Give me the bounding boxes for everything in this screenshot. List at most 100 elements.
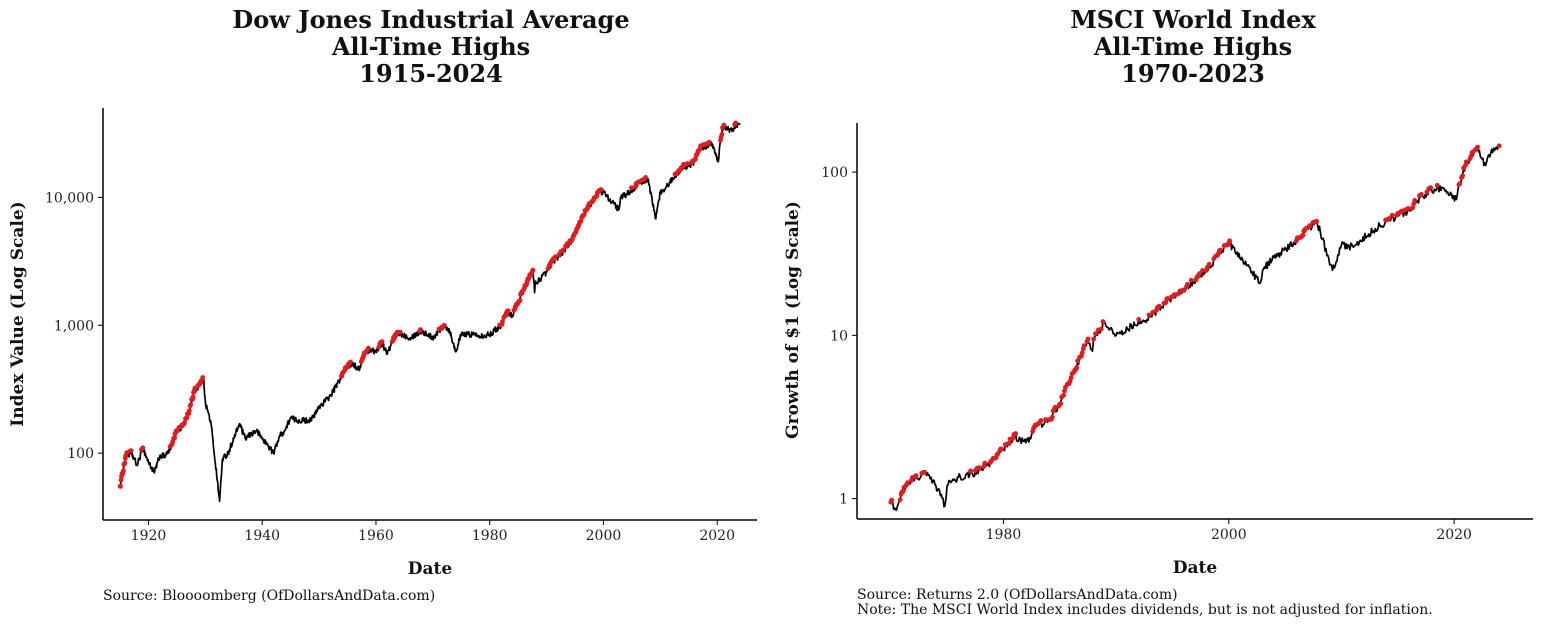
msci-all-time-high-point [913,473,919,479]
dow-all-time-high-point [706,139,712,145]
msci-all-time-high-point [1146,312,1152,318]
msci-all-time-high-point [1386,216,1392,221]
msci-all-time-high-point [999,446,1004,452]
msci-all-time-high-point [1227,238,1233,244]
dow-all-time-high-point [684,161,690,166]
msci-all-time-high-point [1418,192,1424,197]
dow-all-time-high-point [188,402,194,408]
msci-x-tick-label-2020: 2020 [1436,527,1472,543]
msci-all-time-high-point [1098,326,1104,332]
dow-all-time-high-point [418,327,423,332]
dow-chart: Dow Jones Industrial Average All-Time Hi… [8,5,757,604]
dow-all-time-high-point [379,339,385,345]
msci-all-time-high-point [1389,212,1395,218]
dow-x-tick-label-1980: 1980 [472,528,508,544]
msci-all-time-high-point [1100,319,1106,324]
msci-chart: MSCI World Index All-Time Highs 1970-202… [783,5,1533,618]
msci-index-line [890,145,1500,511]
msci-all-time-high-point [1496,143,1502,149]
msci-all-time-high-point [1038,418,1044,423]
msci-x-tick-label-1980: 1980 [986,527,1022,543]
dow-all-time-high-point [140,445,146,451]
dow-all-time-high-point [118,483,123,489]
msci-all-time-high-point [905,480,911,486]
msci-all-time-high-point [1197,271,1203,276]
dow-all-time-high-point [121,468,126,473]
msci-all-time-high-point [1156,303,1162,309]
dow-all-time-high-point [128,448,134,453]
dow-all-time-high-point [681,161,686,167]
dow-all-time-high-point [184,415,190,420]
msci-all-time-high-point [976,465,982,470]
msci-all-time-high-point [1188,277,1194,283]
dow-all-time-high-point [348,359,353,365]
msci-all-time-high-point [1405,206,1411,211]
msci-y-tick-label-10: 10 [830,328,848,344]
msci-title-line-3: 1970-2023 [1121,59,1265,88]
msci-all-time-high-point [1075,358,1080,364]
msci-all-time-high-point [1085,336,1091,342]
dow-all-time-high-point [122,460,128,466]
msci-all-time-high-point [1200,268,1205,273]
dow-all-time-high-point [581,212,587,218]
msci-all-time-high-point [1074,365,1080,370]
msci-all-time-high-point [1185,281,1190,287]
msci-all-time-high-point [1068,375,1074,381]
msci-all-time-high-point [1300,232,1306,238]
msci-y-tick-label-1: 1 [839,492,848,508]
msci-all-time-high-point [1150,309,1156,315]
msci-all-time-high-point [1475,144,1480,150]
msci-all-time-high-point [1006,441,1012,446]
dow-title-line-2: All-Time Highs [331,32,530,61]
dow-all-time-high-point [517,298,523,303]
msci-all-time-high-point [968,468,973,474]
msci-all-time-high-point [1428,185,1434,191]
dow-series-group [117,120,741,503]
msci-y-tick-label-100: 100 [821,165,848,181]
dow-all-time-high-point [598,187,604,193]
msci-all-time-high-point [889,497,895,503]
msci-all-time-high-point [1049,414,1055,420]
dow-all-time-high-point [629,185,634,191]
msci-all-time-high-point [1463,159,1469,165]
msci-all-time-high-point [1307,223,1313,228]
msci-all-time-high-point [1460,173,1465,179]
dow-x-axis-title: Date [408,559,453,579]
msci-all-time-high-point [1093,331,1098,336]
dow-x-tick-label-1940: 1940 [244,528,280,544]
dow-all-time-high-point [186,408,192,414]
msci-all-time-high-point [1412,198,1418,203]
msci-source-caption: Source: Returns 2.0 (OfDollarsAndData.co… [857,587,1178,603]
msci-all-time-high-point [982,460,988,466]
msci-all-time-high-point [1217,247,1223,253]
dow-all-time-high-point [500,319,505,324]
msci-all-time-high-point [1468,153,1474,159]
msci-all-time-high-point [1079,350,1085,356]
msci-all-time-high-point [1206,261,1212,267]
dow-all-time-high-point [578,218,584,224]
msci-all-time-high-point [1165,296,1171,301]
dow-all-time-high-point [552,254,558,260]
dow-all-time-high-point [172,435,178,441]
msci-all-time-high-point [1091,336,1096,342]
msci-all-time-high-point [1463,163,1468,168]
msci-all-time-high-point [1434,182,1440,188]
msci-x-tick-label-2000: 2000 [1211,527,1247,543]
dow-title-line-1: Dow Jones Industrial Average [232,5,629,34]
dow-all-time-high-point [721,122,727,128]
dow-x-tick-label-2020: 2020 [699,528,735,544]
dow-all-time-high-point [719,132,725,137]
dow-all-time-high-point [733,120,739,126]
msci-note-caption: Note: The MSCI World Index includes divi… [857,602,1433,618]
dow-x-tick-label-2000: 2000 [586,528,622,544]
dow-all-time-high-point [200,375,206,380]
dow-all-time-high-point [366,345,371,351]
dow-y-tick-label-100: 100 [67,446,94,462]
msci-all-time-high-point [922,469,927,475]
msci-all-time-high-point [900,489,906,494]
dow-y-tick-label-10000: 10,000 [45,190,94,206]
dow-source-caption: Source: Bloooomberg (OfDollarsAndData.co… [103,588,435,604]
msci-title-line-1: MSCI World Index [1070,5,1316,34]
dow-all-time-high-point [643,175,648,180]
dow-y-axis-title: Index Value (Log Scale) [8,201,28,426]
